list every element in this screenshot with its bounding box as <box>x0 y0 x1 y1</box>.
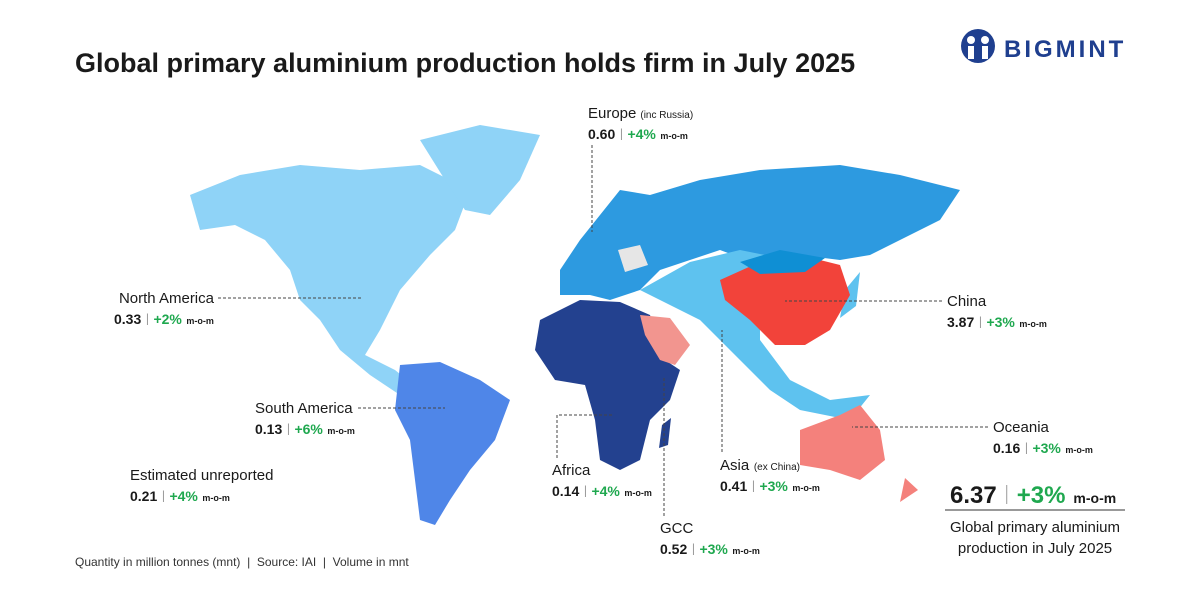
ukraine <box>618 245 648 272</box>
region-name: Africa <box>552 462 591 479</box>
madagascar <box>659 418 671 448</box>
new-zealand <box>900 478 918 502</box>
europe-russia <box>560 165 960 300</box>
period: m-o-m <box>202 493 230 503</box>
mongolia <box>740 250 825 274</box>
period: m-o-m <box>624 488 652 498</box>
value: 0.60 <box>588 126 615 142</box>
change: +3% <box>1017 482 1066 509</box>
greenland <box>420 125 540 215</box>
change: +3% <box>986 314 1015 330</box>
change: +4% <box>169 488 198 504</box>
logo-icon <box>961 29 995 63</box>
region-name: Oceania <box>993 419 1050 436</box>
total-caption: production in July 2025 <box>958 540 1112 557</box>
south-america <box>395 362 510 525</box>
region-name: Estimated unreported <box>130 467 273 484</box>
region-name: Europe <box>588 105 636 122</box>
logo: BIGMINT <box>961 29 1126 63</box>
region-name: North America <box>119 290 215 307</box>
logo-icon-bar <box>982 46 988 59</box>
north-america <box>190 165 470 395</box>
china <box>720 255 850 345</box>
change: +3% <box>759 478 788 494</box>
title: Global primary aluminium production hold… <box>75 48 855 78</box>
change: +3% <box>1032 440 1061 456</box>
region-qualifier: (ex China) <box>754 462 800 473</box>
logo-icon-dot <box>967 36 975 44</box>
value: 0.16 <box>993 440 1020 456</box>
period: m-o-m <box>1073 490 1116 506</box>
period: m-o-m <box>792 483 820 493</box>
total-caption: Global primary aluminium <box>950 519 1120 536</box>
change: +2% <box>153 311 182 327</box>
footer: Quantity in million tonnes (mnt) | Sourc… <box>75 555 409 569</box>
value: 0.14 <box>552 483 579 499</box>
value: 6.37 <box>950 482 997 509</box>
africa <box>535 300 680 470</box>
change: +4% <box>627 126 656 142</box>
map <box>190 125 960 525</box>
value: 0.33 <box>114 311 141 327</box>
gcc <box>640 315 690 365</box>
value: 0.21 <box>130 488 157 504</box>
region-name: South America <box>255 400 353 417</box>
period: m-o-m <box>1019 319 1047 329</box>
region-name: China <box>947 293 987 310</box>
leader-line <box>556 414 612 458</box>
logo-text: BIGMINT <box>1004 36 1126 63</box>
change: +3% <box>699 541 728 557</box>
region-qualifier: (inc Russia) <box>640 110 693 121</box>
value: 0.52 <box>660 541 687 557</box>
australia <box>800 405 885 480</box>
value: 0.13 <box>255 421 282 437</box>
logo-icon-bar <box>968 46 974 59</box>
region-name: Asia <box>720 457 750 474</box>
period: m-o-m <box>660 131 688 141</box>
period: m-o-m <box>327 426 355 436</box>
change: +6% <box>294 421 323 437</box>
value: 0.41 <box>720 478 747 494</box>
period: m-o-m <box>732 546 760 556</box>
period: m-o-m <box>186 316 214 326</box>
asia <box>640 250 870 420</box>
period: m-o-m <box>1065 445 1093 455</box>
value: 3.87 <box>947 314 974 330</box>
region-name: GCC <box>660 520 694 537</box>
change: +4% <box>591 483 620 499</box>
logo-icon-dot <box>981 36 989 44</box>
